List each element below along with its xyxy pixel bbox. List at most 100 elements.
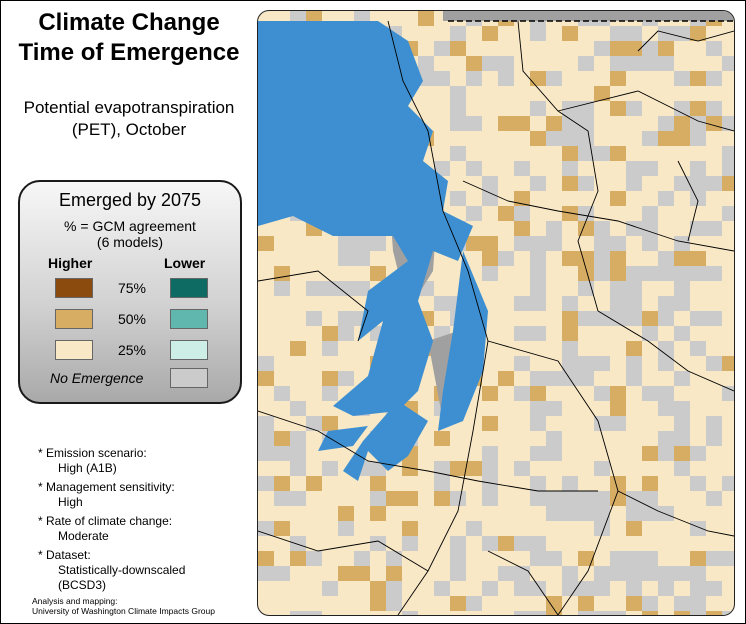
grid-cell — [514, 581, 530, 596]
grid-cell — [626, 101, 642, 116]
grid-cell — [610, 386, 626, 401]
grid-cell — [290, 491, 306, 506]
grid-cell — [338, 326, 354, 341]
grid-cell — [610, 71, 626, 86]
grid-cell — [578, 491, 594, 506]
grid-cell — [706, 221, 722, 236]
grid-cell — [290, 611, 306, 615]
grid-cell — [530, 281, 546, 296]
grid-cell — [450, 86, 466, 101]
grid-cell — [562, 311, 578, 326]
grid-cell — [466, 161, 482, 176]
grid-cell — [530, 551, 546, 566]
grid-cell — [594, 146, 610, 161]
grid-cell — [674, 266, 690, 281]
grid-cell — [482, 26, 498, 41]
grid-cell — [258, 416, 274, 431]
grid-cell — [642, 266, 658, 281]
grid-cell — [562, 176, 578, 191]
grid-cell — [722, 146, 734, 161]
grid-cell — [642, 446, 658, 461]
grid-cell — [386, 596, 402, 611]
grid-cell — [562, 251, 578, 266]
grid-cell — [706, 176, 722, 191]
map-canvas — [258, 11, 734, 615]
grid-cell — [722, 116, 734, 131]
grid-cell — [290, 536, 306, 551]
grid-cell — [546, 611, 562, 615]
grid-cell — [530, 371, 546, 386]
grid-cell — [642, 566, 658, 581]
grid-cell — [402, 521, 418, 536]
grid-cell — [610, 56, 626, 71]
grid-cell — [546, 116, 562, 131]
grid-cell — [546, 371, 562, 386]
grid-cell — [322, 386, 338, 401]
grid-cell — [610, 551, 626, 566]
grid-cell — [306, 611, 322, 615]
grid-cell — [498, 371, 514, 386]
grid-cell — [498, 56, 514, 71]
grid-cell — [386, 581, 402, 596]
grid-cell — [482, 56, 498, 71]
scenario-notes: * Emission scenario: High (A1B) * Managemen… — [38, 446, 185, 597]
note-rate: * Rate of climate change: Moderate — [38, 514, 173, 543]
grid-cell — [690, 191, 706, 206]
grid-cell — [274, 521, 290, 536]
grid-cell — [578, 551, 594, 566]
grid-cell — [642, 206, 658, 221]
grid-cell — [626, 161, 642, 176]
grid-cell — [578, 506, 594, 521]
swatch-lower-25 — [170, 340, 208, 360]
grid-cell — [658, 401, 674, 416]
grid-cell — [450, 536, 466, 551]
grid-cell — [658, 56, 674, 71]
grid-cell — [450, 101, 466, 116]
legend-lower-label: Lower — [164, 255, 206, 271]
grid-cell — [674, 326, 690, 341]
grid-cell — [642, 236, 658, 251]
grid-cell — [594, 521, 610, 536]
swatch-no-emergence — [170, 368, 208, 388]
grid-cell — [578, 266, 594, 281]
grid-cell — [722, 356, 734, 371]
grid-cell — [658, 386, 674, 401]
grid-cell — [690, 71, 706, 86]
grid-cell — [338, 236, 354, 251]
grid-cell — [290, 401, 306, 416]
grid-cell — [370, 506, 386, 521]
grid-cell — [546, 71, 562, 86]
grid-cell — [674, 116, 690, 131]
grid-cell — [594, 356, 610, 371]
map-panel — [257, 10, 735, 616]
grid-cell — [370, 236, 386, 251]
grid-cell — [610, 236, 626, 251]
grid-cell — [610, 266, 626, 281]
grid-cell — [514, 611, 530, 615]
grid-cell — [386, 551, 402, 566]
grid-cell — [466, 116, 482, 131]
grid-cell — [450, 191, 466, 206]
grid-cell — [658, 116, 674, 131]
grid-cell — [642, 506, 658, 521]
grid-cell — [482, 476, 498, 491]
grid-cell — [562, 341, 578, 356]
swatch-higher-50 — [55, 309, 93, 329]
grid-cell — [706, 611, 722, 615]
grid-cell — [722, 56, 734, 71]
grid-cell — [610, 26, 626, 41]
grid-cell — [322, 281, 338, 296]
grid-cell — [338, 281, 354, 296]
grid-cell — [322, 581, 338, 596]
grid-cell — [674, 236, 690, 251]
grid-cell — [290, 341, 306, 356]
grid-cell — [466, 596, 482, 611]
grid-cell — [642, 131, 658, 146]
grid-cell — [434, 431, 450, 446]
grid-cell — [626, 521, 642, 536]
grid-cell — [530, 236, 546, 251]
grid-cell — [530, 101, 546, 116]
grid-cell — [530, 26, 546, 41]
grid-cell — [706, 416, 722, 431]
grid-cell — [626, 311, 642, 326]
